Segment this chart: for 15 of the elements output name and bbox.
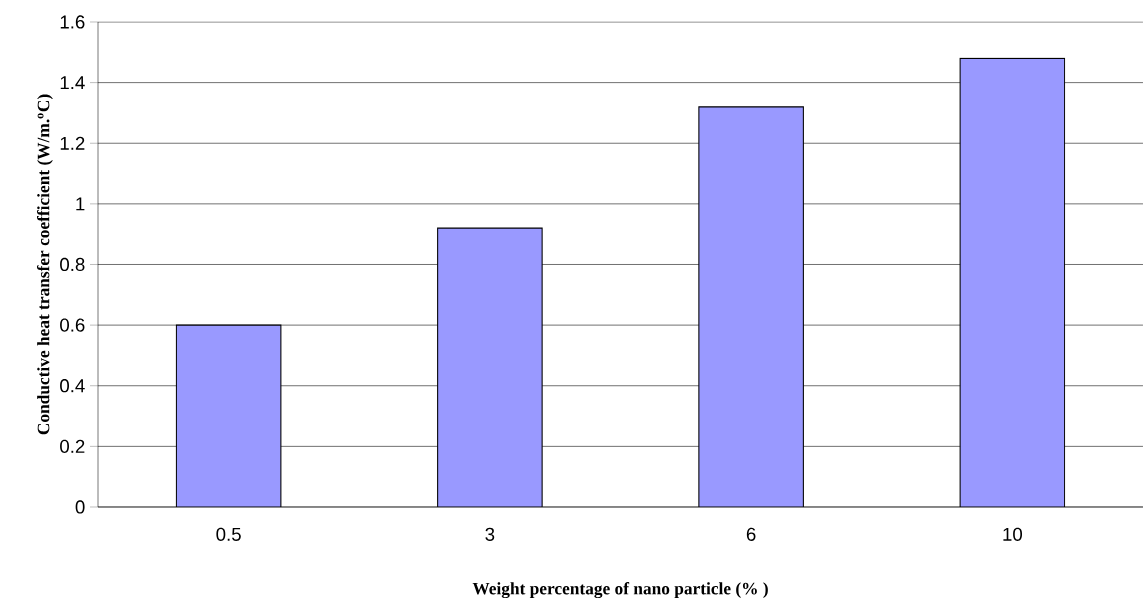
x-tick-label: 6 [746,527,756,541]
x-tick-label: 10 [1003,527,1023,541]
x-axis-title: Weight percentage of nano particle (% ) [472,582,768,599]
x-tick-label: 3 [485,527,495,541]
y-tick-label: 1.2 [60,136,85,150]
y-tick-label: 0.2 [60,439,85,453]
y-tick-label: 1.6 [60,15,85,29]
x-tick-label: 0.5 [216,527,241,541]
y-tick-label: 0.8 [60,257,85,272]
y-tick-label: 0.6 [60,318,85,332]
y-tick-label: 1.4 [60,76,85,90]
y-axis-title: Conductive heat transfer coefficient (W/m.$^{o}$C) [36,94,53,435]
y-tick-label: 0 [75,500,85,514]
y-tick-label: 1 [76,197,85,211]
y-tick-label: 0.4 [60,379,85,393]
